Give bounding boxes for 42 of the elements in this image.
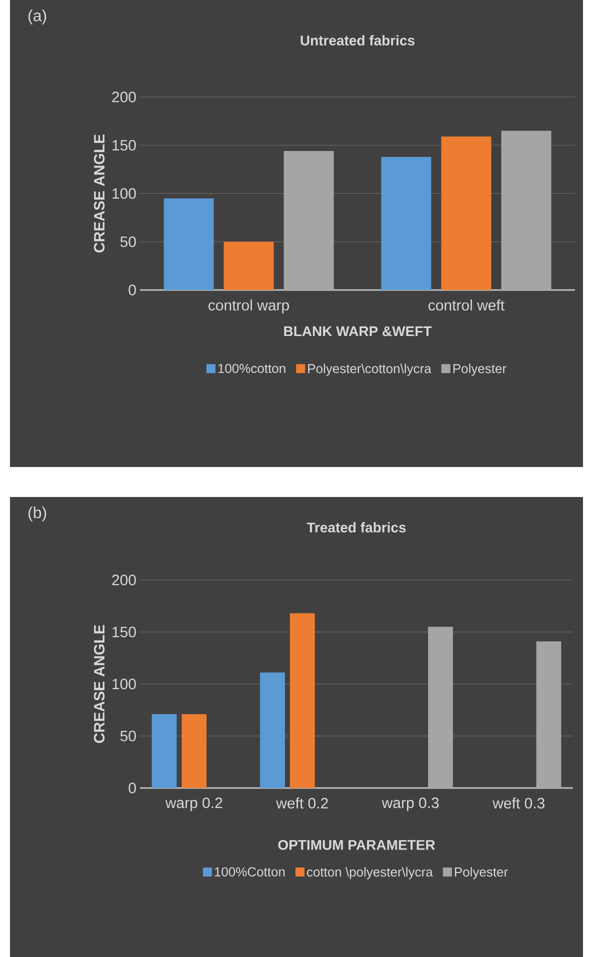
bar (152, 714, 177, 788)
y-tick-label: 150 (112, 626, 136, 638)
y-tick-label: 100 (112, 678, 136, 690)
text: (b) (28, 506, 46, 522)
bar (260, 672, 285, 788)
x-axis-title: OPTIMUM PARAMETER (278, 840, 436, 850)
y-tick-label: 0 (128, 782, 136, 794)
x-tick-label: control warp (208, 300, 289, 314)
bar (381, 156, 432, 290)
x-tick-label: weft 0.3 (492, 798, 544, 809)
legend-label: Polyester\cotton\lycra (308, 364, 432, 376)
x-tick-label: warp 0.3 (382, 798, 439, 812)
y-tick-label: 150 (112, 140, 136, 151)
text: (a) (28, 10, 46, 24)
chart-title: Untreated fabrics (300, 35, 414, 46)
bar (501, 130, 552, 290)
legend-label: Polyester (453, 364, 506, 376)
y-tick-label: 100 (112, 188, 136, 199)
legend-label: Polyester (454, 867, 508, 880)
bar (441, 136, 492, 290)
y-tick-label: 200 (112, 574, 136, 586)
chart-title: Treated fabrics (306, 522, 406, 532)
legend-label: cotton \polyester\lycra (307, 867, 433, 880)
bar (536, 641, 562, 788)
x-tick-label: control weft (428, 300, 504, 311)
bar (428, 626, 453, 788)
legend-label: 100%Cotton (214, 867, 285, 876)
y-tick-label: 200 (112, 92, 136, 102)
y-axis-title: CREASE ANGLE (94, 134, 105, 252)
y-axis-title: CREASE ANGLE (94, 625, 105, 743)
bar (290, 613, 315, 788)
y-tick-label: 0 (128, 284, 136, 296)
bar (182, 714, 207, 788)
x-tick-label: weft 0.2 (276, 798, 328, 809)
legend-label: 100%cotton (218, 364, 286, 374)
x-tick-label: warp 0.2 (165, 798, 222, 812)
bar (284, 151, 334, 290)
y-tick-label: 50 (120, 236, 136, 248)
bar (164, 198, 214, 290)
y-tick-label: 50 (120, 730, 136, 742)
bar (224, 242, 274, 290)
x-axis-title: BLANK WARP &WEFT (284, 326, 432, 336)
